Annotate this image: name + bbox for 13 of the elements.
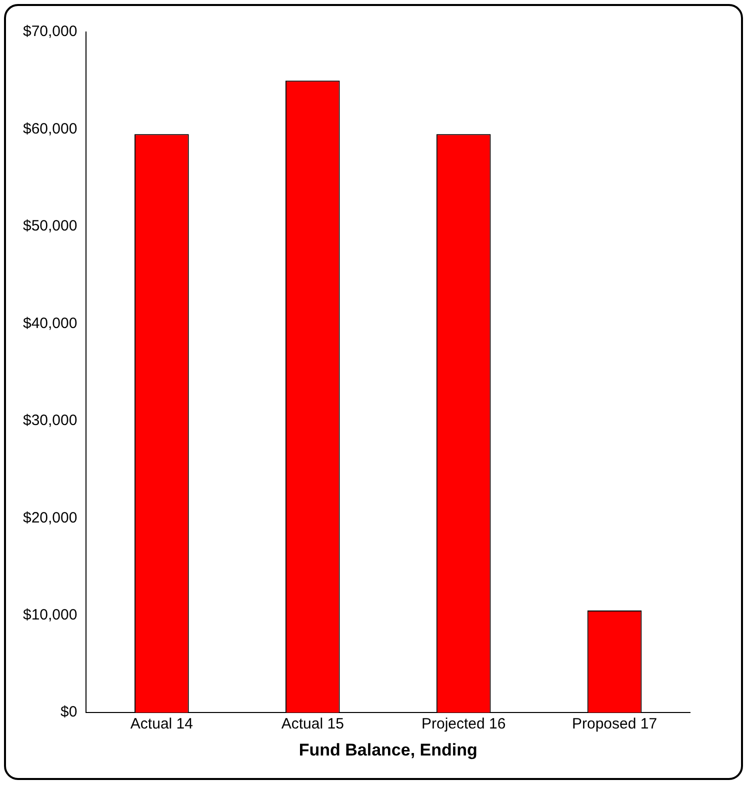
x-axis-title: Fund Balance, Ending [298, 740, 478, 760]
y-tick-label: $30,000 [22, 412, 78, 430]
y-tick-label: $70,000 [22, 23, 78, 40]
y-tick-label: $10,000 [22, 606, 78, 624]
y-tick-label: $20,000 [22, 509, 78, 526]
x-tick-label: Proposed 17 [572, 716, 658, 733]
x-tick-label: Actual 14 [130, 716, 193, 733]
y-tick-label: $0 [60, 704, 78, 721]
y-tick-label: $50,000 [22, 218, 78, 235]
x-tick-label: Actual 15 [281, 716, 344, 733]
y-tick-label: $40,000 [22, 314, 78, 332]
y-tick-label: $60,000 [22, 120, 78, 138]
x-tick-label: Projected 16 [421, 716, 506, 733]
